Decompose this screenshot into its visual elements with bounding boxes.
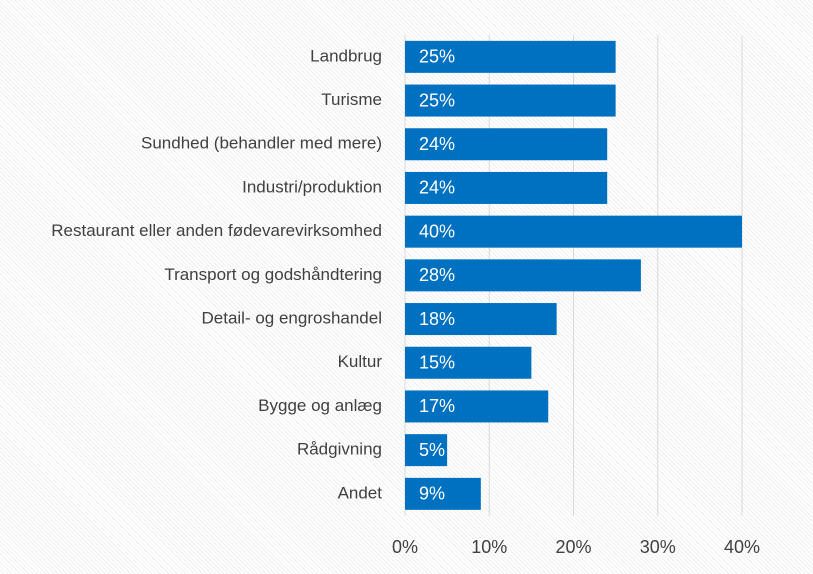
- category-label: Andet: [338, 483, 383, 502]
- category-label: Restaurant eller anden fødevarevirksomhe…: [51, 221, 382, 240]
- bar: [405, 477, 481, 510]
- value-label: 25%: [419, 47, 455, 67]
- x-tick-label: 10%: [471, 537, 507, 557]
- x-tick-label: 40%: [724, 537, 760, 557]
- category-label: Transport og godshåndtering: [164, 265, 382, 284]
- category-label: Turisme: [321, 90, 382, 109]
- category-label: Bygge og anlæg: [258, 396, 382, 415]
- bar: [405, 215, 742, 248]
- x-tick-label: 20%: [555, 537, 591, 557]
- value-label: 25%: [419, 90, 455, 110]
- category-label: Sundhed (behandler med mere): [141, 134, 382, 153]
- category-label: Landbrug: [310, 46, 382, 65]
- bar: [405, 171, 608, 204]
- bar: [405, 434, 448, 467]
- bar: [405, 303, 557, 336]
- value-label: 28%: [419, 265, 455, 285]
- value-label: 24%: [419, 178, 455, 198]
- value-label: 40%: [419, 221, 455, 241]
- value-label: 9%: [419, 484, 445, 504]
- category-label: Kultur: [338, 352, 383, 371]
- bar: [405, 390, 549, 423]
- x-tick-label: 30%: [640, 537, 676, 557]
- value-label: 17%: [419, 396, 455, 416]
- category-label: Detail- og engroshandel: [201, 309, 382, 328]
- bar: [405, 84, 616, 117]
- bar: [405, 128, 608, 161]
- x-tick-label: 0%: [392, 537, 418, 557]
- value-label: 24%: [419, 134, 455, 154]
- bar: [405, 40, 616, 73]
- bar: [405, 346, 532, 379]
- category-label: Rådgivning: [297, 440, 382, 459]
- bar: [405, 259, 641, 292]
- value-label: 18%: [419, 309, 455, 329]
- value-label: 15%: [419, 353, 455, 373]
- value-label: 5%: [419, 440, 445, 460]
- category-label: Industri/produktion: [242, 177, 382, 196]
